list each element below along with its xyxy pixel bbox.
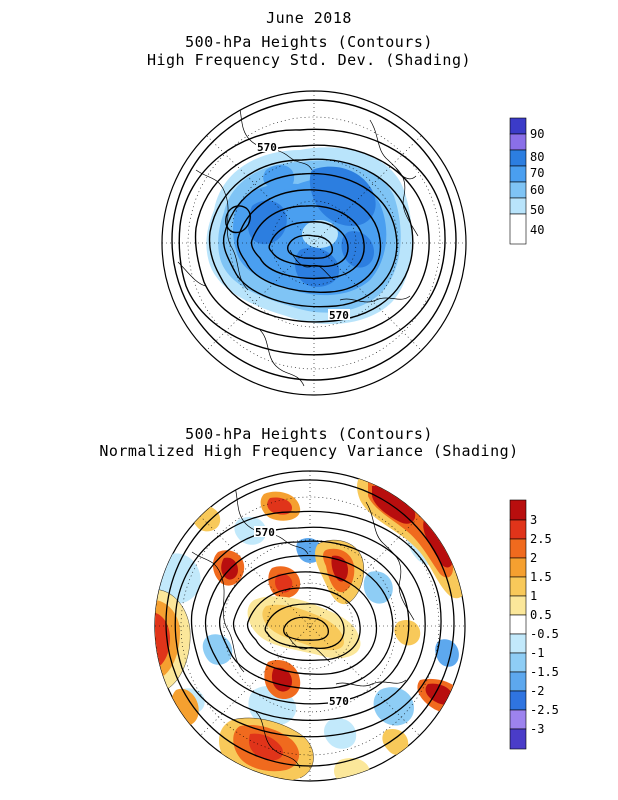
panel2-cb-label-neg2: -2 — [530, 684, 544, 698]
panel2-cb-label-3: 3 — [530, 513, 537, 527]
panel1-contour-label-top: 570 — [257, 141, 277, 154]
panel1-title-date: June 2018 — [266, 9, 352, 27]
panel2-cb-label-neg1_5: -1.5 — [530, 665, 559, 679]
panel1-cb-label-80: 80 — [530, 150, 544, 164]
panel2-contour-label-bottom: 570 — [329, 695, 349, 708]
panel1-cb-label-90: 90 — [530, 127, 544, 141]
panel1-cb-label-60: 60 — [530, 183, 544, 197]
panel2-cb-label-neg3: -3 — [530, 722, 544, 736]
panel1-cb-label-40: 40 — [530, 223, 544, 237]
panel1-colorbar: 90 80 70 60 50 40 — [509, 117, 544, 245]
panel2-cb-label-1_5: 1.5 — [530, 570, 552, 584]
panel2-cb-label-neg2_5: -2.5 — [530, 703, 559, 717]
panel1-map: 570 570 — [161, 90, 467, 396]
panel2-contour-label-top: 570 — [255, 526, 275, 539]
panel1-label-bg — [256, 141, 278, 152]
panel1-contours — [171, 99, 457, 381]
panel2-grid — [155, 471, 465, 781]
panel1-title-contours: 500-hPa Heights (Contours) — [185, 33, 433, 51]
panel1-cb-label-70: 70 — [530, 166, 544, 180]
panel2-cb-label-2_5: 2.5 — [530, 532, 552, 546]
panel1-shading — [206, 147, 413, 325]
panel1-cb-label-50: 50 — [530, 203, 544, 217]
panel1-contour-label-bottom: 570 — [329, 309, 349, 322]
panel2-colorbar: 3 2.5 2 1.5 1 0.5 -0.5 -1 -1.5 -2 -2.5 -… — [509, 499, 559, 750]
panel1-title-shading: High Frequency Std. Dev. (Shading) — [146, 51, 472, 69]
panel2-map: 570 570 — [154, 470, 466, 782]
panel2-title-shading: Normalized High Frequency Variance (Shad… — [99, 442, 519, 460]
panel2-cb-label-neg1: -1 — [530, 646, 544, 660]
panel1-grid — [162, 91, 466, 395]
panel2-title-contours: 500-hPa Heights (Contours) — [185, 425, 433, 443]
panel2-contours — [165, 479, 455, 767]
panel2-cb-label-0_5: 0.5 — [530, 608, 552, 622]
panel2-cb-label-1: 1 — [530, 589, 537, 603]
panel2-cb-label-neg0_5: -0.5 — [530, 627, 559, 641]
panel2-cb-label-2: 2 — [530, 551, 537, 565]
